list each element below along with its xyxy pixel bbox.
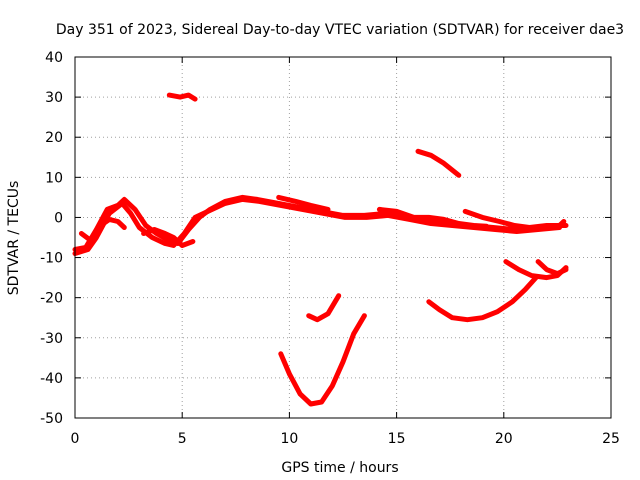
y-tick-label: 20 xyxy=(45,130,63,146)
data-series xyxy=(72,92,569,407)
y-tick-label: -20 xyxy=(40,291,63,307)
y-tick-label: -10 xyxy=(40,251,63,267)
series-line-seg-U xyxy=(278,313,367,407)
y-tick-label: 10 xyxy=(45,170,63,186)
y-tick-label: -30 xyxy=(40,331,63,347)
chart-title: Day 351 of 2023, Sidereal Day-to-day VTE… xyxy=(56,22,624,38)
x-axis-label: GPS time / hours xyxy=(281,460,398,476)
x-tick-label: 20 xyxy=(495,431,513,447)
x-tick-label: 0 xyxy=(71,431,80,447)
y-tick-label: 30 xyxy=(45,90,63,106)
series-line-main-g xyxy=(462,208,569,230)
y-axis-label: SDTVAR / TECUs xyxy=(6,181,22,296)
series-line-seg-right-2 xyxy=(535,259,569,277)
series-line-main-d xyxy=(141,227,196,248)
x-tick-label: 10 xyxy=(280,431,298,447)
y-tick-label: -50 xyxy=(40,411,63,427)
plot-frame xyxy=(74,56,612,419)
x-tick-label: 25 xyxy=(602,431,620,447)
series-line-seg-25a xyxy=(306,293,342,323)
series-line-seg-30 xyxy=(166,92,198,102)
series-line-main-b xyxy=(72,196,562,256)
y-tick-label: -40 xyxy=(40,371,63,387)
series-line-main-f xyxy=(376,206,490,229)
axes: 0 5 10 15 20 25 -50 -40 -30 -20 -10 0 10 20 30 40 xyxy=(40,50,620,447)
series-line-seg-16 xyxy=(415,148,462,178)
series-line-seg-21 xyxy=(426,275,539,323)
y-tick-label: 40 xyxy=(45,50,63,66)
series-line-main-e xyxy=(276,194,331,212)
y-tick-label: 0 xyxy=(54,210,63,226)
series-line-main-c xyxy=(78,216,127,244)
x-tick-label: 15 xyxy=(388,431,406,447)
x-tick-label: 5 xyxy=(178,431,187,447)
